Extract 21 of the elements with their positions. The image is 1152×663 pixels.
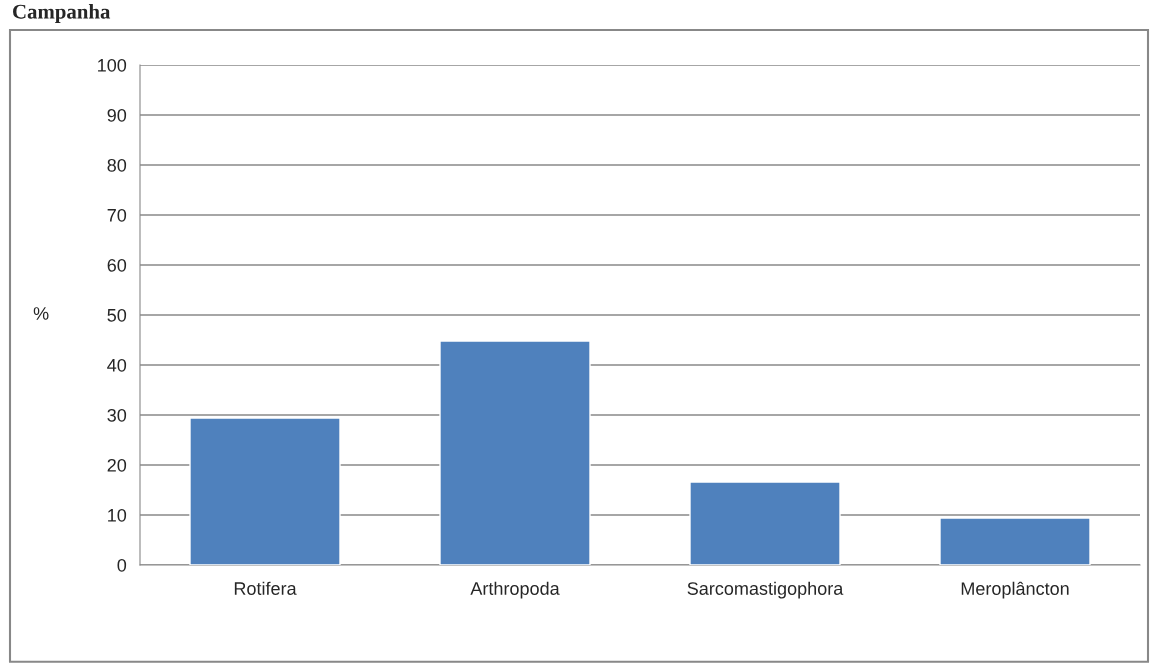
y-tick-label: 20: [107, 458, 127, 472]
bar: [939, 517, 1091, 565]
x-tick-label: Meroplâncton: [961, 581, 1069, 599]
bar: [689, 481, 841, 565]
bar: [439, 340, 591, 565]
y-tick-label: 10: [108, 508, 127, 522]
y-tick-label: 100: [98, 58, 127, 72]
y-tick-label: 80: [107, 158, 127, 172]
x-tick-label: Sarcomastigophora: [687, 581, 844, 599]
chart-title: Campanha: [13, 4, 111, 23]
y-axis-title: %: [33, 307, 49, 320]
y-tick-label: 90: [107, 108, 127, 122]
y-tick-label: 40: [107, 358, 127, 372]
y-tick-label: 70: [107, 208, 127, 222]
x-tick-label: Rotifera: [234, 581, 297, 595]
y-tick-label: 50: [107, 308, 127, 322]
y-tick-label: 30: [107, 408, 127, 422]
x-tick-label: Arthropoda: [470, 581, 560, 599]
y-tick-label: 60: [107, 258, 127, 272]
bar: [189, 417, 341, 565]
y-tick-label: 0: [117, 558, 127, 572]
